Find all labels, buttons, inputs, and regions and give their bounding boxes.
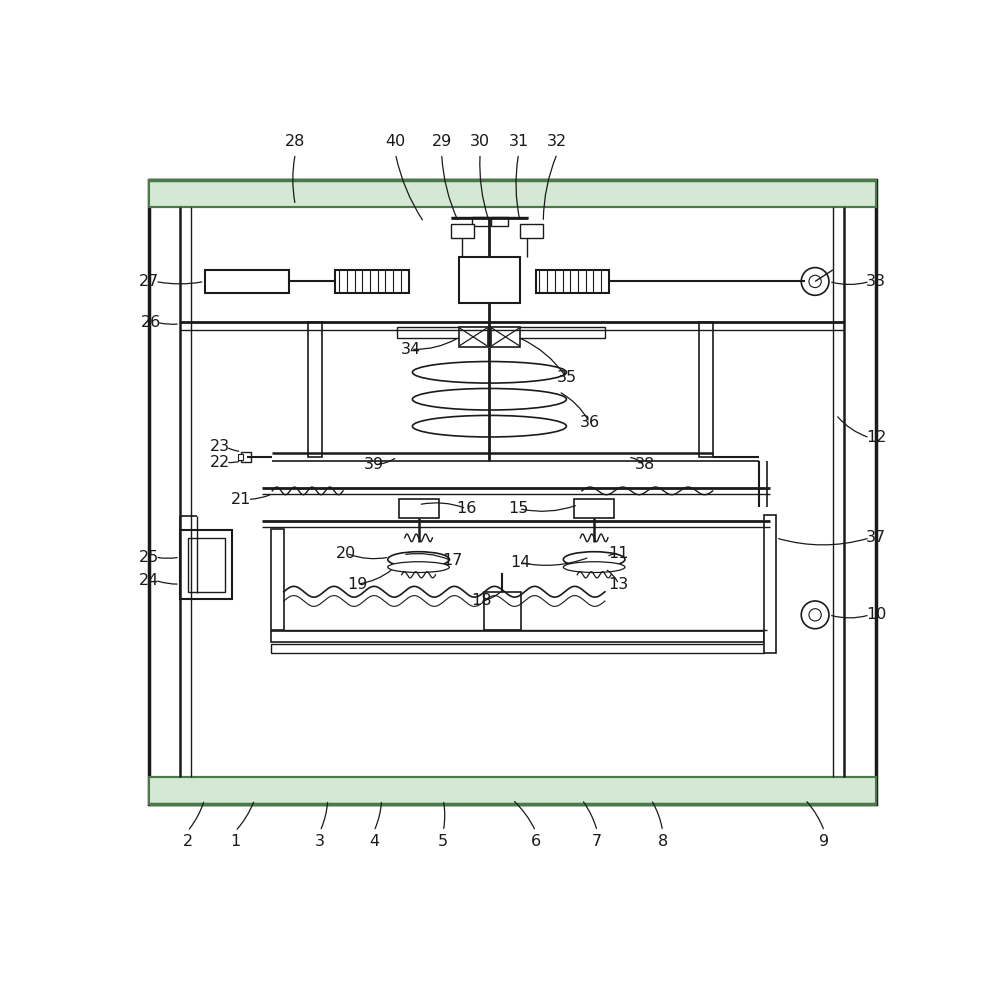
Text: 1: 1 [230, 834, 240, 849]
Text: 34: 34 [401, 342, 421, 357]
Text: 17: 17 [442, 554, 463, 568]
Bar [472, 217, 489, 226]
Bar [574, 498, 614, 518]
Text: 11: 11 [609, 546, 629, 560]
Ellipse shape [563, 561, 625, 572]
Text: 16: 16 [456, 501, 476, 516]
Bar [699, 322, 713, 457]
Text: 4: 4 [369, 834, 379, 849]
Text: 25: 25 [139, 550, 159, 564]
Text: 40: 40 [385, 134, 406, 149]
Text: 33: 33 [866, 274, 886, 289]
Circle shape [801, 601, 829, 628]
Bar [451, 224, 474, 237]
Text: 10: 10 [866, 608, 886, 623]
Circle shape [809, 609, 821, 621]
Bar [491, 217, 508, 226]
Text: 36: 36 [579, 415, 600, 429]
Text: 6: 6 [531, 834, 541, 849]
Text: 24: 24 [139, 572, 159, 588]
Bar [180, 530, 232, 600]
Bar [149, 180, 876, 804]
Text: 39: 39 [364, 457, 384, 472]
Text: 19: 19 [347, 576, 367, 592]
Bar [335, 270, 409, 293]
Text: 27: 27 [139, 274, 159, 289]
Ellipse shape [412, 361, 566, 383]
Bar [271, 529, 284, 630]
Text: 8: 8 [658, 834, 668, 849]
Text: 7: 7 [592, 834, 602, 849]
Bar [241, 451, 251, 462]
Text: 21: 21 [231, 492, 252, 507]
Circle shape [801, 268, 829, 296]
Bar [149, 776, 876, 804]
Bar [397, 327, 605, 338]
Bar [491, 327, 520, 347]
Text: 26: 26 [140, 315, 161, 330]
Text: 28: 28 [285, 134, 306, 149]
Text: 22: 22 [210, 455, 230, 470]
Text: 3: 3 [315, 834, 325, 849]
Text: 38: 38 [635, 457, 655, 472]
Text: 30: 30 [470, 134, 490, 149]
Bar [271, 631, 764, 642]
Text: 31: 31 [509, 134, 529, 149]
Text: 20: 20 [336, 546, 356, 560]
Bar [308, 322, 322, 457]
Ellipse shape [388, 561, 449, 572]
Ellipse shape [412, 388, 566, 410]
Bar [238, 454, 243, 460]
Text: 29: 29 [432, 134, 452, 149]
Bar [520, 224, 543, 237]
Text: 15: 15 [508, 501, 529, 516]
Bar [271, 644, 764, 653]
Text: 9: 9 [819, 834, 829, 849]
Bar [764, 515, 776, 653]
Bar [484, 592, 521, 630]
Text: 14: 14 [510, 555, 530, 570]
Text: 2: 2 [182, 834, 193, 849]
Ellipse shape [412, 416, 566, 437]
Text: 18: 18 [471, 594, 492, 609]
Text: 37: 37 [866, 530, 886, 546]
Bar [205, 270, 289, 293]
Text: 23: 23 [210, 439, 230, 454]
Text: 12: 12 [866, 430, 886, 445]
Text: 32: 32 [547, 134, 567, 149]
Text: 5: 5 [438, 834, 448, 849]
Bar [536, 270, 609, 293]
Circle shape [809, 275, 821, 288]
Ellipse shape [563, 552, 625, 567]
Bar [459, 327, 488, 347]
Text: 35: 35 [556, 370, 576, 385]
Bar [399, 498, 439, 518]
Ellipse shape [388, 552, 449, 567]
Bar [459, 257, 520, 303]
Bar [149, 180, 876, 207]
Text: 13: 13 [609, 576, 629, 592]
Bar [188, 538, 225, 592]
